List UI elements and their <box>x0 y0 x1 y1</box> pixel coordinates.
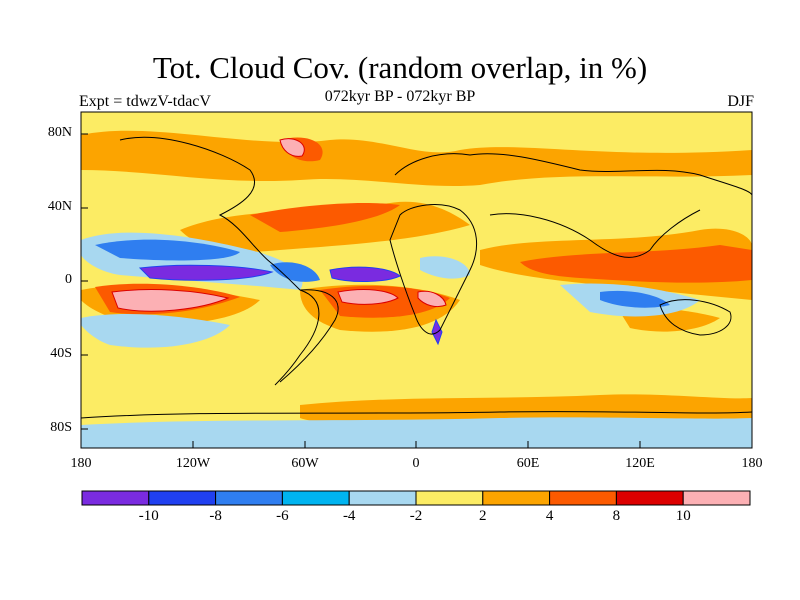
colorbar-swatch-4 <box>348 490 417 506</box>
colorbar <box>81 490 751 506</box>
colorbar-label: -2 <box>409 508 423 524</box>
season-label: DJF <box>727 93 754 110</box>
colorbar-swatch-3 <box>281 490 350 506</box>
colorbar-label: -4 <box>342 508 356 524</box>
colorbar-label: -8 <box>209 508 222 524</box>
plot-title: Tot. Cloud Cov. (random overlap, in %) <box>152 50 648 85</box>
colorbar-label: 2 <box>479 508 487 524</box>
lat-label-80n: 80N <box>47 125 72 140</box>
lon-label-120w: 120W <box>175 456 211 471</box>
minimum-negative-regions <box>138 264 443 346</box>
lon-label-180e: 180 <box>741 456 763 471</box>
colorbar-swatch-0 <box>81 490 150 506</box>
colorbar-label: 4 <box>545 508 554 524</box>
lon-label-60w: 60W <box>291 456 319 471</box>
colorbar-swatch-8 <box>615 490 684 506</box>
experiment-label: Expt = tdwzV-tdacV <box>79 93 211 110</box>
colorbar-swatch-2 <box>215 490 283 506</box>
colorbar-label: -10 <box>138 508 159 524</box>
colorbar-label: 8 <box>612 508 621 524</box>
colorbar-swatch-9 <box>682 490 751 506</box>
colorbar-swatch-1 <box>148 490 217 506</box>
negative-anomaly-regions <box>81 232 752 448</box>
lat-label-80s: 80S <box>50 420 72 435</box>
lon-label-120e: 120E <box>625 456 655 471</box>
map-field <box>81 112 752 448</box>
colorbar-swatch-6 <box>482 490 551 506</box>
lon-label-60e: 60E <box>516 456 540 471</box>
colorbar-label: -6 <box>276 508 289 524</box>
colorbar-swatch-7 <box>549 490 617 506</box>
strong-negative-regions <box>95 239 670 308</box>
plot-subtitle: 072kyr BP - 072kyr BP <box>324 88 476 105</box>
coastlines <box>81 136 752 419</box>
lat-label-40s: 40S <box>50 346 72 361</box>
lat-label-40n: 40N <box>47 199 72 214</box>
lat-label-0: 0 <box>65 272 72 287</box>
axis-ticks <box>80 133 753 448</box>
lon-label-0: 0 <box>412 456 420 471</box>
colorbar-label: 10 <box>675 508 691 524</box>
maximum-positive-regions <box>111 138 447 312</box>
lon-label-180w: 180 <box>70 456 92 471</box>
colorbar-swatch-5 <box>415 490 484 506</box>
